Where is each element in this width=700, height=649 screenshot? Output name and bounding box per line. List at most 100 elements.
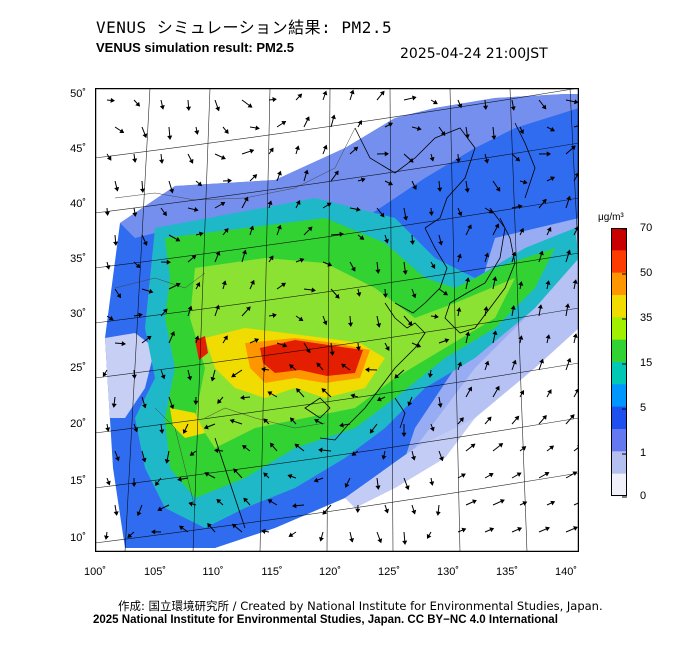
wind-arrow-head <box>113 511 119 516</box>
wind-arrow-head <box>135 263 141 269</box>
wind-arrow-head <box>572 333 578 339</box>
wind-arrow-head <box>141 403 147 409</box>
wind-arrow-head <box>492 276 498 281</box>
wind-arrow-head <box>131 482 137 487</box>
wind-arrow-head <box>334 293 340 299</box>
wind-arrow-head <box>242 249 247 255</box>
wind-arrow-head <box>394 373 400 379</box>
wind-arrow-head <box>141 457 147 463</box>
wind-arrow-head <box>189 451 195 456</box>
wind-arrow-head <box>339 422 344 428</box>
wind-arrow-head <box>340 363 346 369</box>
wind-arrow-head <box>243 497 249 503</box>
wind-arrow-head <box>269 442 275 448</box>
wind-arrow-head <box>142 133 148 139</box>
wind-arrow-head <box>185 106 192 111</box>
wind-arrow-head <box>437 187 443 192</box>
wind-arrow-head <box>492 330 498 335</box>
wind-arrow-head <box>187 305 193 311</box>
wind-arrow-head <box>523 179 528 185</box>
wind-arrow-head <box>416 126 422 131</box>
wind-arrow-head <box>243 196 249 202</box>
wind-arrow-head <box>412 185 417 190</box>
wind-arrow-head <box>261 528 266 534</box>
wind-arrow-head <box>483 306 489 311</box>
wind-arrow-head <box>402 540 408 545</box>
wind-arrow-head <box>204 472 210 477</box>
wind-arrow-head <box>299 257 305 263</box>
wind-arrow-head <box>484 252 490 258</box>
wind-arrow-head <box>326 202 332 208</box>
wind-arrow-head <box>349 89 355 95</box>
wind-arrow-head <box>369 428 375 434</box>
wind-arrow-head <box>269 147 274 153</box>
latitude-label: 50˚ <box>70 88 86 100</box>
wind-arrow-head <box>132 212 138 217</box>
wind-arrow-head <box>106 155 112 161</box>
wind-arrow-head <box>104 211 110 216</box>
wind-arrow-head <box>467 224 472 230</box>
wind-arrow-head <box>132 158 138 163</box>
wind-arrow-head <box>287 474 293 479</box>
wind-arrow-head <box>175 236 181 242</box>
wind-arrow-head <box>223 227 229 233</box>
wind-arrow-head <box>119 128 125 134</box>
wind-arrow-head <box>546 226 552 232</box>
wind-arrow-head <box>470 443 476 449</box>
wind-arrow-head <box>242 445 247 450</box>
wind-arrow-head <box>215 250 221 256</box>
wind-arrow-head <box>288 532 294 537</box>
wind-arrow-head <box>489 527 495 533</box>
wind-arrow-head <box>249 225 255 231</box>
colorbar-cell <box>611 272 627 296</box>
wind-arrow-head <box>105 480 111 486</box>
colorbar-tick-label: 70 <box>640 222 653 234</box>
wind-arrow-head <box>382 293 388 298</box>
wind-arrow-head <box>359 235 365 240</box>
wind-arrow-head <box>167 135 173 140</box>
wind-arrow-head <box>102 371 108 377</box>
wind-arrow-head <box>103 535 109 540</box>
wind-arrow-head <box>322 320 328 326</box>
wind-arrow-head <box>268 255 274 261</box>
wind-arrow-head <box>223 335 228 341</box>
wind-arrow-head <box>113 241 119 246</box>
wind-arrow-head <box>276 224 282 230</box>
wind-arrow-head <box>151 529 156 535</box>
wind-arrow-head <box>221 280 227 286</box>
wind-arrow-head <box>379 212 385 218</box>
wind-arrow-head <box>135 101 141 107</box>
credit-line: 作成: 国立環境研究所 / Created by National Instit… <box>118 599 603 613</box>
wind-arrow-head <box>542 198 547 204</box>
wind-arrow-head <box>384 508 389 514</box>
wind-arrow-head <box>217 398 222 404</box>
wind-arrow-head <box>148 288 154 294</box>
wind-arrow-head <box>321 388 327 393</box>
wind-arrow-head <box>467 386 473 392</box>
wind-arrow-head <box>574 99 579 105</box>
wind-arrow-head <box>136 511 142 517</box>
wind-arrow-head <box>486 416 492 422</box>
wind-arrow-head <box>388 180 393 186</box>
wind-arrow-head <box>550 500 556 506</box>
wind-arrow-head <box>519 227 524 233</box>
wind-arrow-head <box>254 338 260 343</box>
wind-arrow-head <box>303 169 309 175</box>
colorbar-tick-label: 50 <box>640 267 653 279</box>
wind-arrow-head <box>572 279 578 284</box>
wind-arrows <box>102 89 579 545</box>
latitude-label: 25˚ <box>70 362 86 374</box>
longitude-label: 130˚ <box>436 566 460 578</box>
wind-arrow-head <box>267 499 273 504</box>
wind-arrow-head <box>330 114 336 120</box>
colorbar-tick-label: 0 <box>640 490 647 502</box>
wind-arrow-head <box>356 292 362 297</box>
wind-arrow-head <box>488 472 494 478</box>
wind-arrow-head <box>495 186 501 192</box>
wind-arrow-head <box>157 506 163 512</box>
wind-arrow-head <box>464 188 470 193</box>
wind-arrow-head <box>457 103 463 109</box>
wind-arrow-head <box>224 129 229 134</box>
wind-arrow-head <box>498 442 504 448</box>
wind-arrow-head <box>465 331 471 336</box>
